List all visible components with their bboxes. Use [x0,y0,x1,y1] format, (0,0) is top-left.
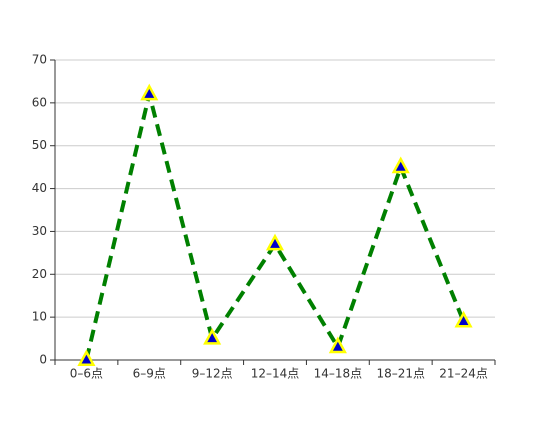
marker [203,327,222,345]
y-tick-label: 70 [32,53,47,67]
y-tick-label: 50 [32,138,47,152]
x-tick-label: 14–18点 [314,367,363,381]
marker [140,83,159,101]
marker [265,233,285,251]
y-tick-label: 40 [32,181,47,195]
x-tick-label: 9–12点 [192,367,233,381]
y-tick-label: 30 [32,224,47,238]
marker [328,336,347,354]
y-tick-label: 60 [32,95,47,109]
y-tick-label: 20 [32,267,47,281]
line [84,93,466,361]
y-tick-label: 0 [39,353,47,367]
marker [454,310,473,328]
y-tick-label: 10 [32,310,47,324]
x-tick-label: 6–9点 [133,367,166,381]
marker [391,156,410,174]
x-tick-label: 18–21点 [376,367,425,381]
x-tick-label: 0–6点 [70,367,103,381]
marker [77,349,96,367]
x-tick-label: 21–24点 [439,367,488,381]
x-tick-label: 12–14点 [251,367,300,381]
